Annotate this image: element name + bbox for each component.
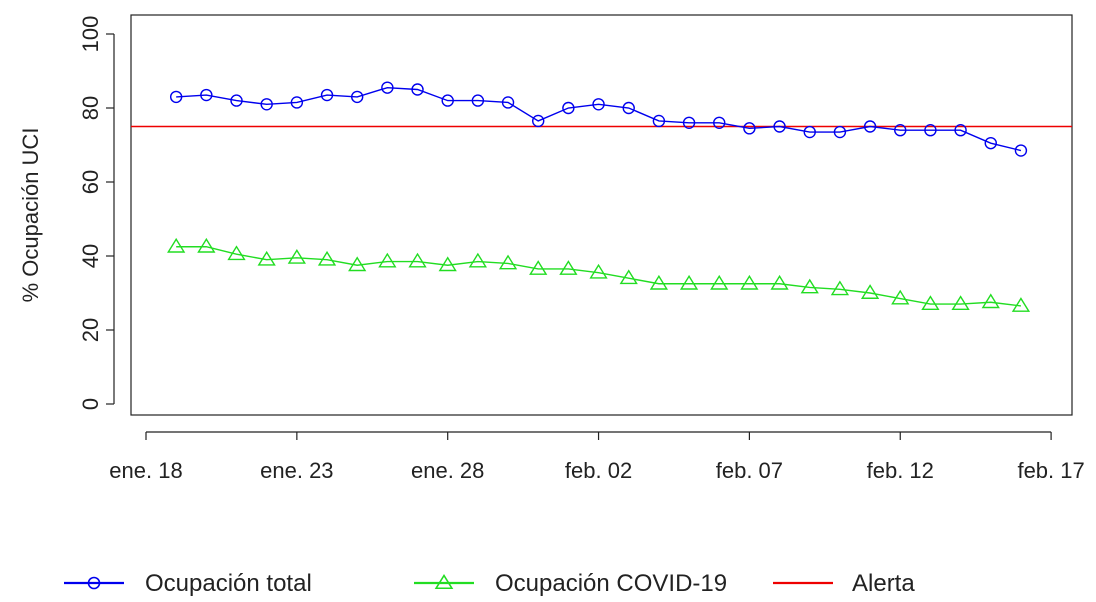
y-tick-label: 20 [78, 318, 103, 342]
y-tick-label: 0 [78, 398, 103, 410]
data-point [287, 249, 306, 264]
data-point [348, 256, 367, 272]
legend-label: Alerta [852, 570, 915, 597]
data-point [290, 96, 304, 109]
data-point [408, 252, 427, 268]
data-point [770, 274, 789, 290]
y-tick-label: 80 [78, 96, 103, 120]
data-point [713, 116, 726, 130]
data-point [773, 120, 786, 133]
x-tick-label: ene. 28 [411, 458, 484, 483]
x-tick-label: feb. 07 [716, 458, 783, 483]
x-tick-label: ene. 18 [109, 458, 182, 483]
data-point [559, 260, 578, 275]
x-axis: ene. 18 ene. 23 ene. 28 feb. 02 feb. 07 feb. … [109, 431, 1085, 483]
data-point [619, 269, 638, 285]
data-point [649, 274, 669, 290]
data-point [740, 274, 759, 290]
data-point [169, 90, 183, 104]
data-point [411, 83, 424, 96]
series-line [176, 86, 1022, 152]
data-point [894, 123, 907, 137]
data-point [257, 250, 276, 266]
data-point [833, 125, 847, 139]
data-point [498, 254, 518, 270]
x-tick-label: feb. 17 [1017, 458, 1084, 483]
legend-item-total: Ocupación total [64, 570, 312, 597]
series-ocupacion-total [169, 81, 1028, 157]
data-point [438, 256, 457, 272]
data-point [830, 280, 850, 296]
series-layer [167, 81, 1031, 312]
data-point [378, 252, 397, 268]
legend-label: Ocupación COVID-19 [495, 570, 727, 597]
data-point [743, 122, 756, 135]
legend-label: Ocupación total [145, 570, 312, 597]
data-point [592, 98, 605, 111]
data-point [652, 114, 666, 128]
y-tick-label: 40 [78, 244, 103, 268]
series-line [176, 246, 1022, 307]
data-point [679, 274, 699, 290]
data-point [381, 81, 394, 94]
data-point [230, 94, 243, 107]
data-point [260, 98, 273, 111]
data-point [924, 123, 937, 137]
data-point [227, 245, 246, 261]
data-point [954, 123, 967, 137]
data-point [981, 293, 1000, 309]
y-axis-title: % Ocupación UCI [18, 128, 43, 303]
data-point [800, 278, 819, 294]
legend-marker [87, 576, 101, 590]
data-point [562, 101, 575, 115]
data-point [803, 125, 816, 139]
data-point [350, 90, 364, 104]
data-point [860, 284, 880, 299]
data-point [471, 94, 485, 107]
legend: Ocupación total Ocupación COVID-19 Alerta [64, 570, 915, 597]
data-point [441, 94, 454, 107]
data-point [200, 88, 213, 102]
data-point [320, 88, 334, 102]
data-point [317, 250, 337, 266]
x-tick-label: ene. 23 [260, 458, 333, 483]
data-point [1014, 144, 1028, 157]
data-point [951, 295, 970, 311]
data-point [984, 136, 997, 150]
data-point [710, 274, 729, 290]
legend-item-alerta: Alerta [773, 570, 915, 597]
data-point [682, 116, 696, 130]
y-tick-label: 60 [78, 170, 103, 194]
data-point [468, 252, 488, 268]
data-point [529, 260, 548, 275]
data-point [622, 101, 635, 115]
data-point [197, 237, 216, 253]
legend-item-covid: Ocupación COVID-19 [414, 570, 727, 597]
legend-marker [434, 573, 454, 590]
data-point [589, 263, 608, 279]
y-tick-label: 100 [78, 16, 103, 53]
data-point [891, 289, 910, 305]
data-point [863, 120, 877, 133]
x-tick-label: feb. 12 [867, 458, 934, 483]
data-point [1011, 297, 1031, 312]
plot-frame [130, 14, 1073, 416]
y-axis: 0 20 40 60 80 100 [78, 16, 115, 410]
data-point [532, 114, 545, 128]
x-tick-label: feb. 02 [565, 458, 632, 483]
data-point [167, 237, 186, 253]
data-point [921, 295, 940, 311]
data-point [501, 96, 515, 109]
series-ocupacion-covid [167, 237, 1031, 312]
